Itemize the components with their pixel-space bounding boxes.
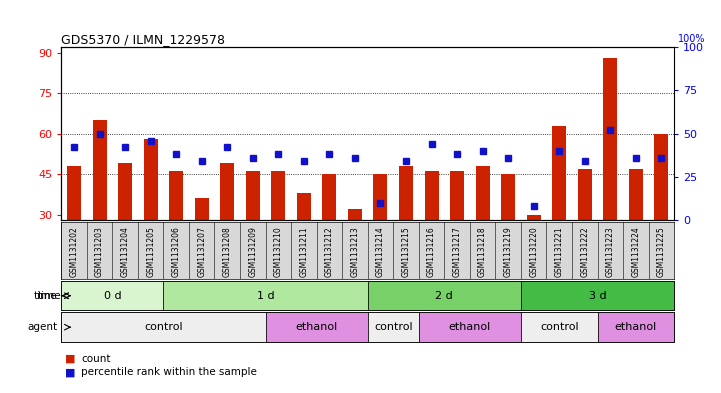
Text: GSM1131215: GSM1131215 (402, 227, 410, 277)
Text: GSM1131214: GSM1131214 (376, 227, 385, 277)
Bar (521, 312, 598, 342)
Bar (67, 166, 81, 220)
Text: GSM1131208: GSM1131208 (223, 227, 231, 277)
Text: GSM1131222: GSM1131222 (580, 227, 589, 277)
Bar (61, 312, 265, 342)
Bar (368, 312, 419, 342)
Bar (521, 281, 674, 310)
Bar (399, 166, 413, 220)
Text: count: count (81, 354, 111, 364)
Text: GSM1131220: GSM1131220 (529, 227, 538, 277)
Text: 3 d: 3 d (589, 291, 606, 301)
Bar (552, 125, 566, 220)
Bar (425, 171, 438, 220)
Text: GDS5370 / ILMN_1229578: GDS5370 / ILMN_1229578 (61, 33, 225, 46)
Text: 1 d: 1 d (257, 291, 275, 301)
Bar (297, 193, 311, 220)
Text: GSM1131218: GSM1131218 (478, 227, 487, 277)
Bar (526, 215, 541, 220)
Text: control: control (540, 322, 578, 332)
Text: ethanol: ethanol (296, 322, 337, 332)
Text: GSM1131216: GSM1131216 (427, 227, 436, 277)
Bar (578, 169, 592, 220)
Text: percentile rank within the sample: percentile rank within the sample (81, 367, 257, 377)
Text: control: control (144, 322, 182, 332)
Text: GSM1131210: GSM1131210 (274, 227, 283, 277)
Text: 0 d: 0 d (104, 291, 121, 301)
Text: GSM1131209: GSM1131209 (248, 227, 257, 277)
Bar (322, 174, 337, 220)
Text: 2 d: 2 d (435, 291, 454, 301)
Bar (92, 120, 107, 220)
Text: GSM1131223: GSM1131223 (606, 227, 615, 277)
Text: GSM1131219: GSM1131219 (504, 227, 513, 277)
Bar (598, 312, 674, 342)
Text: 100%: 100% (678, 34, 706, 44)
Text: GSM1131213: GSM1131213 (350, 227, 360, 277)
Bar (118, 163, 132, 220)
Text: ■: ■ (65, 367, 76, 377)
Text: GSM1131221: GSM1131221 (554, 227, 564, 277)
Bar (368, 281, 521, 310)
Text: GSM1131207: GSM1131207 (198, 227, 206, 277)
Bar (271, 171, 286, 220)
Text: ■: ■ (65, 354, 76, 364)
Bar (164, 281, 368, 310)
Bar (450, 171, 464, 220)
Bar (246, 171, 260, 220)
Text: ethanol: ethanol (615, 322, 657, 332)
Text: GSM1131204: GSM1131204 (120, 227, 130, 277)
Text: time: time (37, 291, 61, 301)
Bar (195, 198, 209, 220)
Text: GSM1131225: GSM1131225 (657, 227, 666, 277)
Bar (419, 312, 521, 342)
Bar (501, 174, 516, 220)
Bar (61, 281, 164, 310)
Bar (603, 58, 617, 220)
Bar (348, 209, 362, 220)
Text: GSM1131202: GSM1131202 (69, 227, 79, 277)
Bar (265, 312, 368, 342)
Bar (476, 166, 490, 220)
Text: GSM1131224: GSM1131224 (632, 227, 640, 277)
Text: GSM1131212: GSM1131212 (325, 227, 334, 277)
Text: GSM1131203: GSM1131203 (95, 227, 104, 277)
Text: agent: agent (27, 322, 58, 332)
Bar (169, 171, 183, 220)
Text: GSM1131211: GSM1131211 (299, 227, 309, 277)
Text: GSM1131206: GSM1131206 (172, 227, 181, 277)
Bar (220, 163, 234, 220)
Bar (629, 169, 643, 220)
Text: GSM1131205: GSM1131205 (146, 227, 155, 277)
Bar (373, 174, 387, 220)
Text: control: control (374, 322, 412, 332)
Text: time: time (34, 291, 58, 301)
Bar (143, 139, 158, 220)
Bar (655, 134, 668, 220)
Text: GSM1131217: GSM1131217 (453, 227, 461, 277)
Text: ethanol: ethanol (448, 322, 491, 332)
